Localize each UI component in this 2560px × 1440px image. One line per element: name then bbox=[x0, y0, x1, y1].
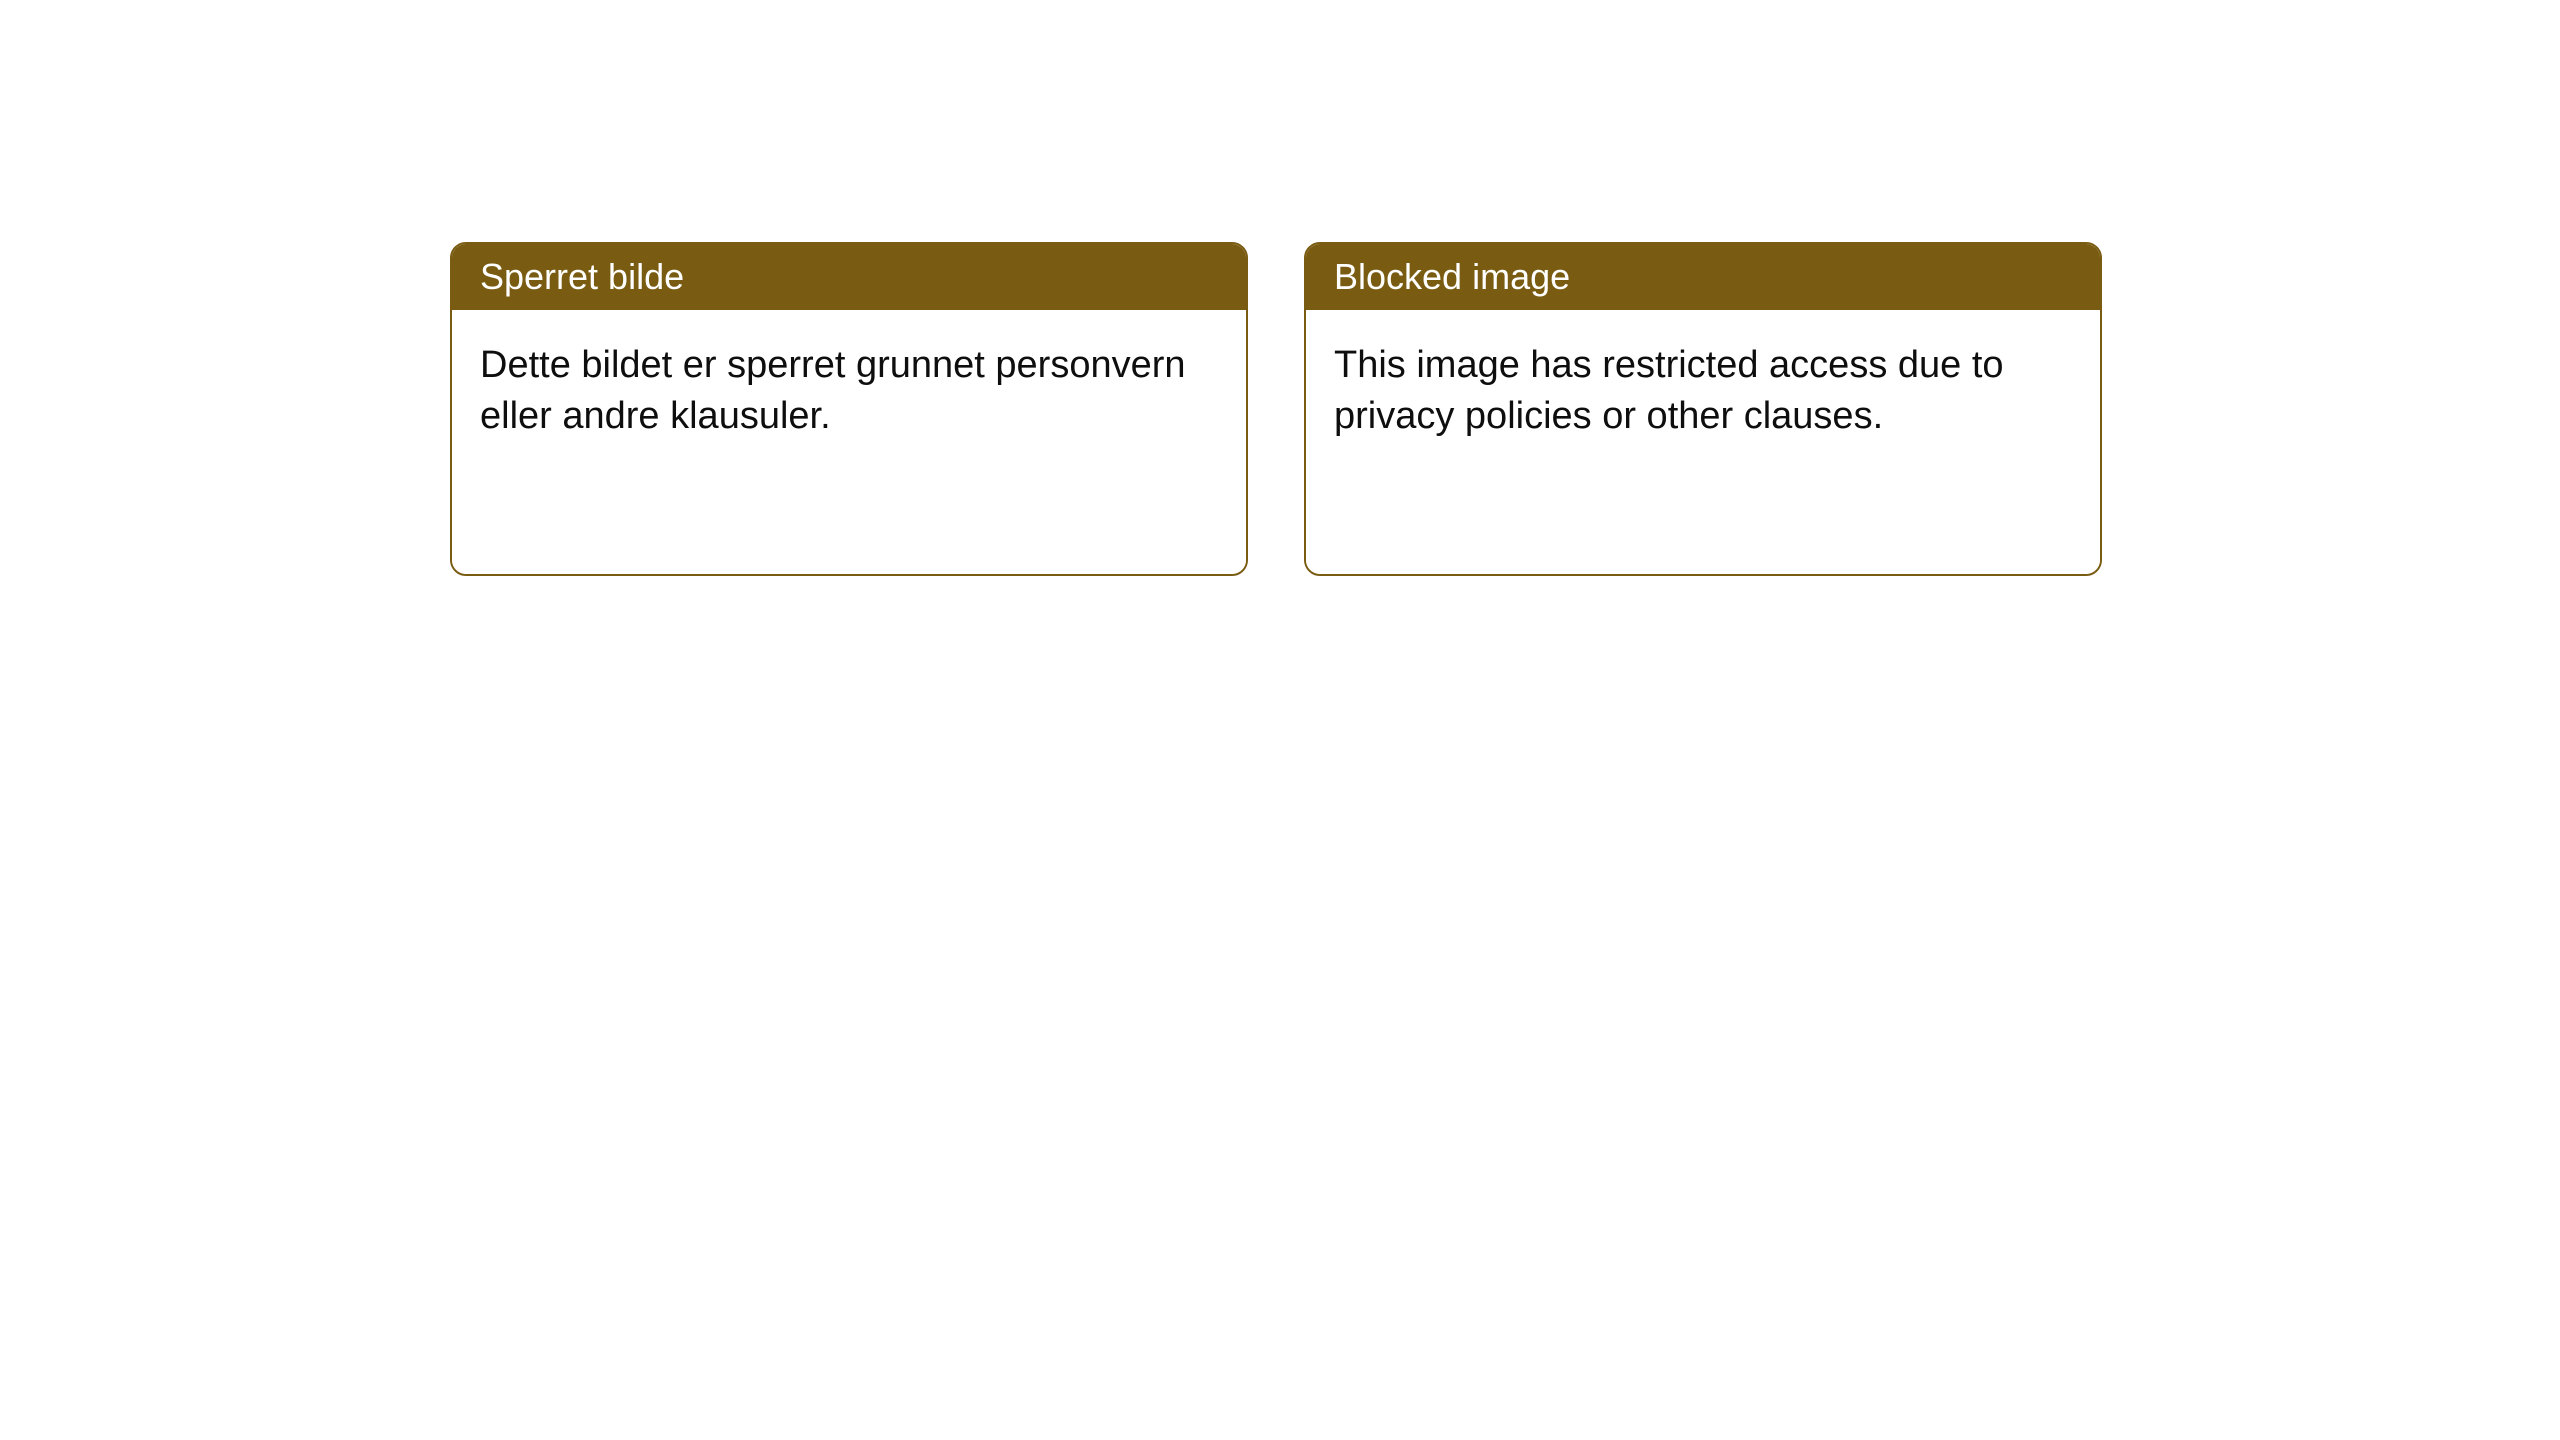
card-header: Blocked image bbox=[1306, 244, 2100, 310]
card-english: Blocked image This image has restricted … bbox=[1304, 242, 2102, 576]
card-body: This image has restricted access due to … bbox=[1306, 310, 2100, 574]
cards-container: Sperret bilde Dette bildet er sperret gr… bbox=[450, 242, 2560, 576]
card-title: Sperret bilde bbox=[480, 256, 684, 297]
card-norwegian: Sperret bilde Dette bildet er sperret gr… bbox=[450, 242, 1248, 576]
card-header: Sperret bilde bbox=[452, 244, 1246, 310]
card-body-text: Dette bildet er sperret grunnet personve… bbox=[480, 344, 1186, 437]
card-body: Dette bildet er sperret grunnet personve… bbox=[452, 310, 1246, 574]
card-title: Blocked image bbox=[1334, 256, 1570, 297]
card-body-text: This image has restricted access due to … bbox=[1334, 344, 2004, 437]
